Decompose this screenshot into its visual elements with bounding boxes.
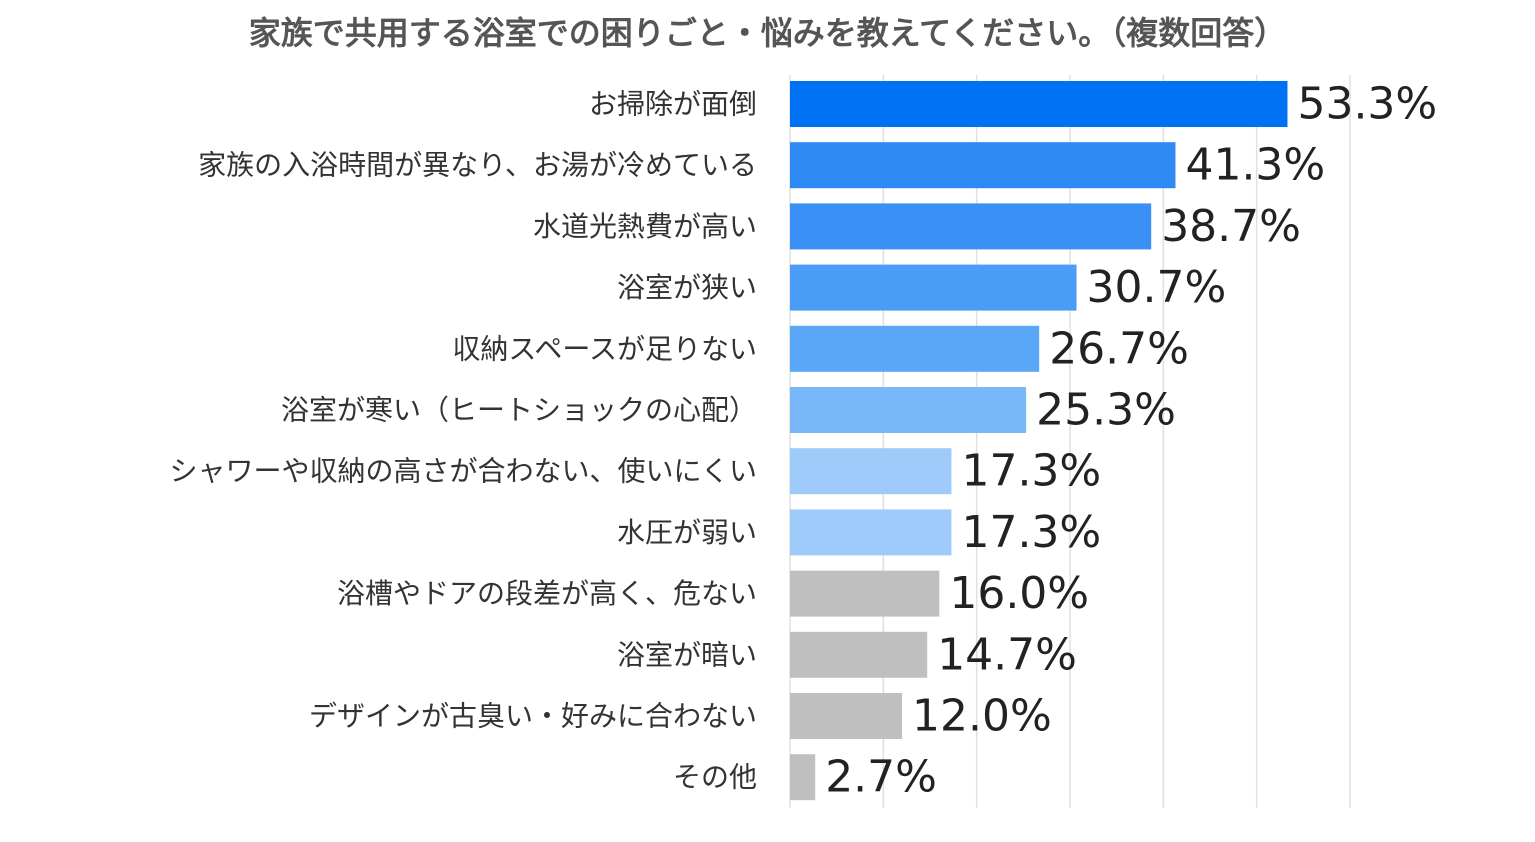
grid-lines [789, 75, 1351, 808]
value-label: 26.7% [1049, 323, 1189, 374]
bar [790, 203, 1152, 250]
bar [790, 264, 1077, 311]
value-label: 30.7% [1087, 262, 1227, 313]
category-label: 家族の入浴時間が異なり、お湯が冷めている [198, 149, 757, 182]
category-label: 浴室が狭い [617, 271, 757, 304]
bar [790, 81, 1288, 127]
bar [790, 693, 902, 739]
value-label: 17.3% [961, 446, 1101, 497]
category-label: 浴槽やドアの段差が高く、危ない [337, 577, 757, 610]
bar [790, 387, 1027, 433]
category-label: 浴室が寒い（ヒートショックの心配） [281, 394, 757, 427]
category-label: デザインが古臭い・好みに合わない [309, 700, 757, 733]
value-label: 25.3% [1036, 385, 1176, 436]
value-label: 16.0% [949, 568, 1089, 619]
bar [790, 570, 940, 617]
bars [790, 81, 1288, 801]
category-label: 収納スペースが足りない [452, 332, 757, 365]
category-label: その他 [673, 761, 757, 794]
category-label: 浴室が暗い [617, 638, 757, 671]
bar [790, 142, 1176, 189]
bar [790, 325, 1040, 372]
category-label: シャワーや収納の高さが合わない、使いにくい [170, 455, 757, 488]
value-label: 38.7% [1161, 201, 1301, 252]
value-label: 17.3% [961, 507, 1101, 558]
category-label: お掃除が面倒 [589, 88, 757, 121]
category-label: 水道光熱費が高い [533, 210, 757, 243]
bar [790, 631, 928, 678]
value-label: 2.7% [825, 752, 937, 803]
value-label: 53.3% [1297, 79, 1437, 130]
bar [790, 509, 952, 556]
bar [790, 754, 816, 801]
value-labels: 53.3% 41.3% 38.7% 30.7% 26.7% 25.3% 17.3% 17.3%… [825, 79, 1437, 803]
value-label: 14.7% [937, 629, 1077, 680]
value-label: 12.0% [912, 691, 1052, 742]
value-label: 41.3% [1185, 140, 1325, 191]
category-labels: お掃除が面倒家族の入浴時間が異なり、お湯が冷めている水道光熱費が高い浴室が狭い収… [170, 88, 757, 794]
bar [790, 448, 952, 495]
chart-title: 家族で共用する浴室での困りごと・悩みを教えてください。（複数回答） [248, 14, 1287, 52]
category-label: 水圧が弱い [617, 516, 757, 549]
